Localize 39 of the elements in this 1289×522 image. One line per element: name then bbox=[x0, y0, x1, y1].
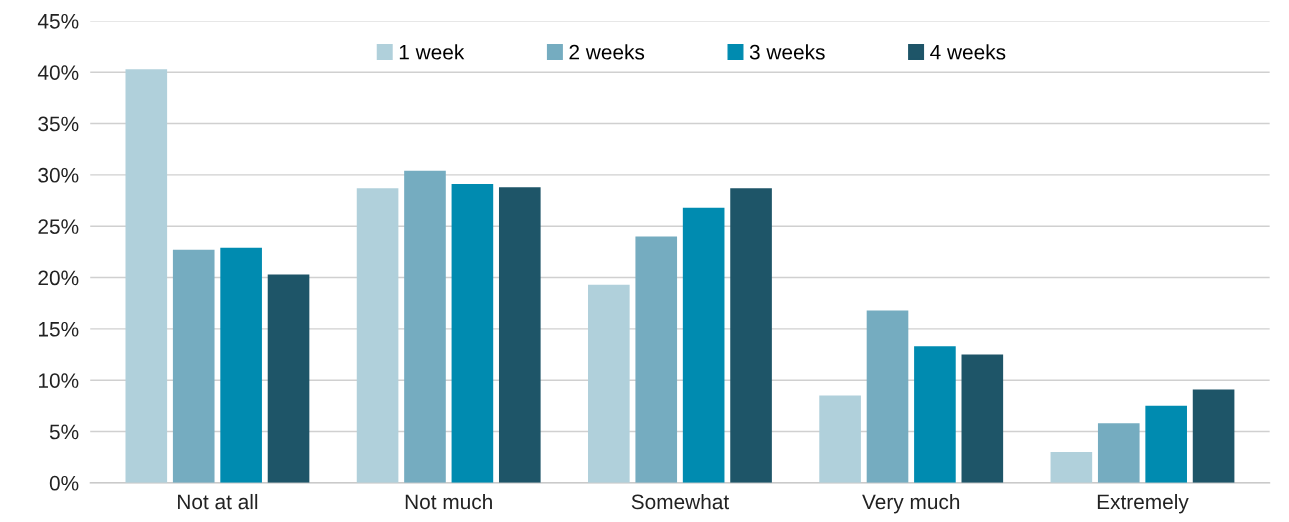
x-tick-label: Not at all bbox=[178, 493, 258, 510]
legend-label: 1 week bbox=[399, 44, 465, 60]
x-tick-label: Somewhat bbox=[631, 493, 730, 510]
bar bbox=[356, 188, 399, 483]
bar bbox=[866, 310, 909, 483]
y-tick-label: 40% bbox=[37, 65, 79, 80]
y-tick-label: 30% bbox=[38, 167, 79, 183]
bar bbox=[1192, 389, 1235, 483]
y-tick-label: 10% bbox=[39, 373, 79, 388]
x-tick-label: Extremely bbox=[1097, 493, 1189, 514]
bar bbox=[682, 207, 725, 483]
bar bbox=[1097, 423, 1140, 483]
bar bbox=[1145, 405, 1187, 483]
y-tick-label: 35% bbox=[38, 116, 79, 132]
bar bbox=[635, 236, 678, 483]
bar bbox=[961, 354, 1004, 483]
bar bbox=[404, 170, 446, 483]
bar bbox=[267, 274, 310, 483]
bar bbox=[588, 284, 630, 483]
bar bbox=[819, 395, 861, 483]
y-tick-label: 5% bbox=[49, 424, 79, 440]
legend-label: 4 weeks bbox=[930, 44, 1006, 60]
y-tick-label: 15% bbox=[39, 321, 79, 337]
bar bbox=[730, 188, 772, 483]
y-tick-label: 0% bbox=[49, 475, 79, 491]
y-tick-label: 20% bbox=[38, 270, 79, 286]
bar bbox=[1050, 452, 1093, 483]
legend-label: 3 weeks bbox=[749, 44, 825, 60]
y-tick-label: 25% bbox=[38, 219, 79, 234]
y-tick-label: 45% bbox=[37, 13, 79, 29]
bar bbox=[220, 247, 262, 483]
bar bbox=[498, 187, 541, 483]
bar bbox=[914, 346, 956, 483]
legend-label: 2 weeks bbox=[569, 44, 645, 60]
x-tick-label: Very much bbox=[862, 493, 960, 514]
x-tick-label: Not much bbox=[405, 493, 492, 510]
bar bbox=[172, 249, 215, 483]
bar bbox=[125, 69, 168, 483]
bar bbox=[451, 184, 494, 483]
